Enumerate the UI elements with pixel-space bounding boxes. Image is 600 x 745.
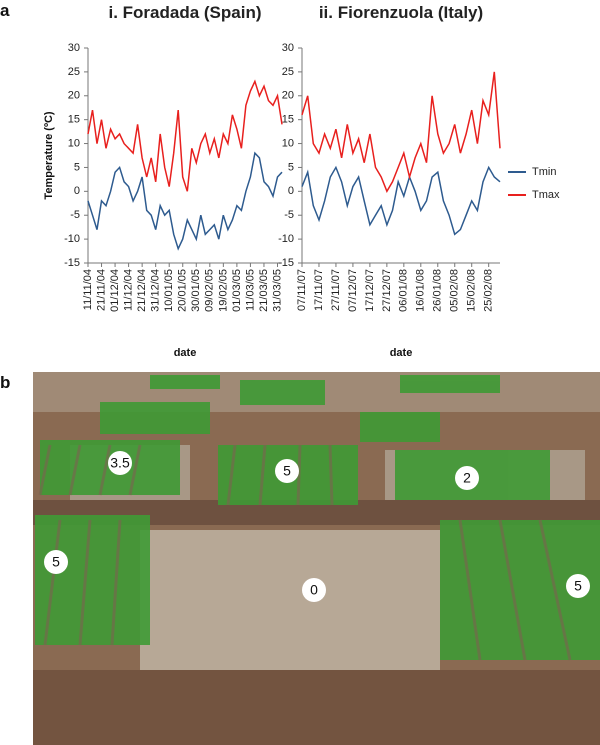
y-tick-label: 5 [74,161,80,173]
x-tick-label: 05/02/08 [449,269,461,312]
y-tick-label: 0 [74,185,80,197]
x-tick-label: 30/01/05 [190,269,202,312]
photo-label: 3.5 [110,455,130,471]
x-tick-label: 20/01/05 [177,269,189,312]
y-tick-label: 20 [282,90,294,102]
label-circle [566,574,590,598]
y-axis-label: Temperature (ºC) [43,111,55,199]
y-tick-label: 5 [288,161,294,173]
x-tick-label: 09/02/05 [204,269,216,312]
label-circle [108,451,132,475]
y-tick-label: 15 [68,114,80,126]
x-tick-label: 27/12/07 [381,269,393,312]
photo-label: 5 [52,554,60,570]
x-tick-label: 11/11/04 [82,269,94,310]
x-tick-label: 17/11/07 [313,269,325,311]
y-tick-label: 10 [282,137,294,149]
x-tick-label: 16/01/08 [415,269,427,312]
data-line [301,71,501,193]
x-axis-label: date [390,347,413,359]
photo-label: 2 [463,470,471,486]
photo-label: 5 [283,463,291,479]
photo-label: 0 [310,582,318,598]
data-line [87,151,283,251]
x-tick-label: 01/12/04 [109,269,121,312]
x-tick-label: 17/12/07 [364,269,376,312]
label-circle [455,466,479,490]
label-circle [275,459,299,483]
data-line [301,165,501,236]
photo-label: 5 [574,578,582,594]
panel-label: a [0,1,10,20]
panel-label: b [0,373,10,392]
y-tick-label: 10 [68,137,80,149]
x-tick-label: 26/01/08 [432,269,444,312]
x-tick-label: 19/02/05 [217,269,229,312]
y-tick-label: -15 [64,257,80,269]
x-tick-label: 11/03/05 [244,269,256,311]
y-tick-label: 20 [68,90,80,102]
y-tick-label: 15 [282,114,294,126]
chart-title: i. Foradada (Spain) [108,3,261,22]
x-tick-label: 06/01/08 [398,269,410,312]
y-tick-label: -15 [278,257,294,269]
legend-label: Tmax [532,189,560,201]
y-tick-label: -5 [70,209,80,221]
data-line [87,79,283,192]
x-tick-label: 07/12/07 [347,269,359,312]
label-circle [44,550,68,574]
x-tick-label: 15/02/08 [466,269,478,312]
y-tick-label: -5 [284,209,294,221]
x-tick-label: 07/11/07 [296,269,308,311]
y-tick-label: 25 [68,66,80,78]
x-tick-label: 10/01/05 [163,269,175,312]
legend-label: Tmin [532,166,556,178]
x-tick-label: 31/12/04 [150,269,162,312]
x-tick-label: 21/03/05 [258,269,270,312]
x-tick-label: 21/11/04 [95,269,107,311]
y-tick-label: -10 [64,233,80,245]
label-circle [302,578,326,602]
x-tick-label: 11/12/04 [123,269,135,311]
y-tick-label: -10 [278,233,294,245]
x-tick-label: 21/12/04 [136,269,148,312]
field-photo [33,372,600,745]
y-tick-label: 0 [288,185,294,197]
x-tick-label: 27/11/07 [330,269,342,311]
x-tick-label: 25/02/08 [483,269,495,312]
x-tick-label: 01/03/05 [231,269,243,312]
y-tick-label: 25 [282,66,294,78]
x-axis-label: date [174,347,197,359]
chart-title: ii. Fiorenzuola (Italy) [319,3,483,22]
y-tick-label: 30 [68,42,80,54]
y-tick-label: 30 [282,42,294,54]
x-tick-label: 31/03/05 [271,269,283,312]
